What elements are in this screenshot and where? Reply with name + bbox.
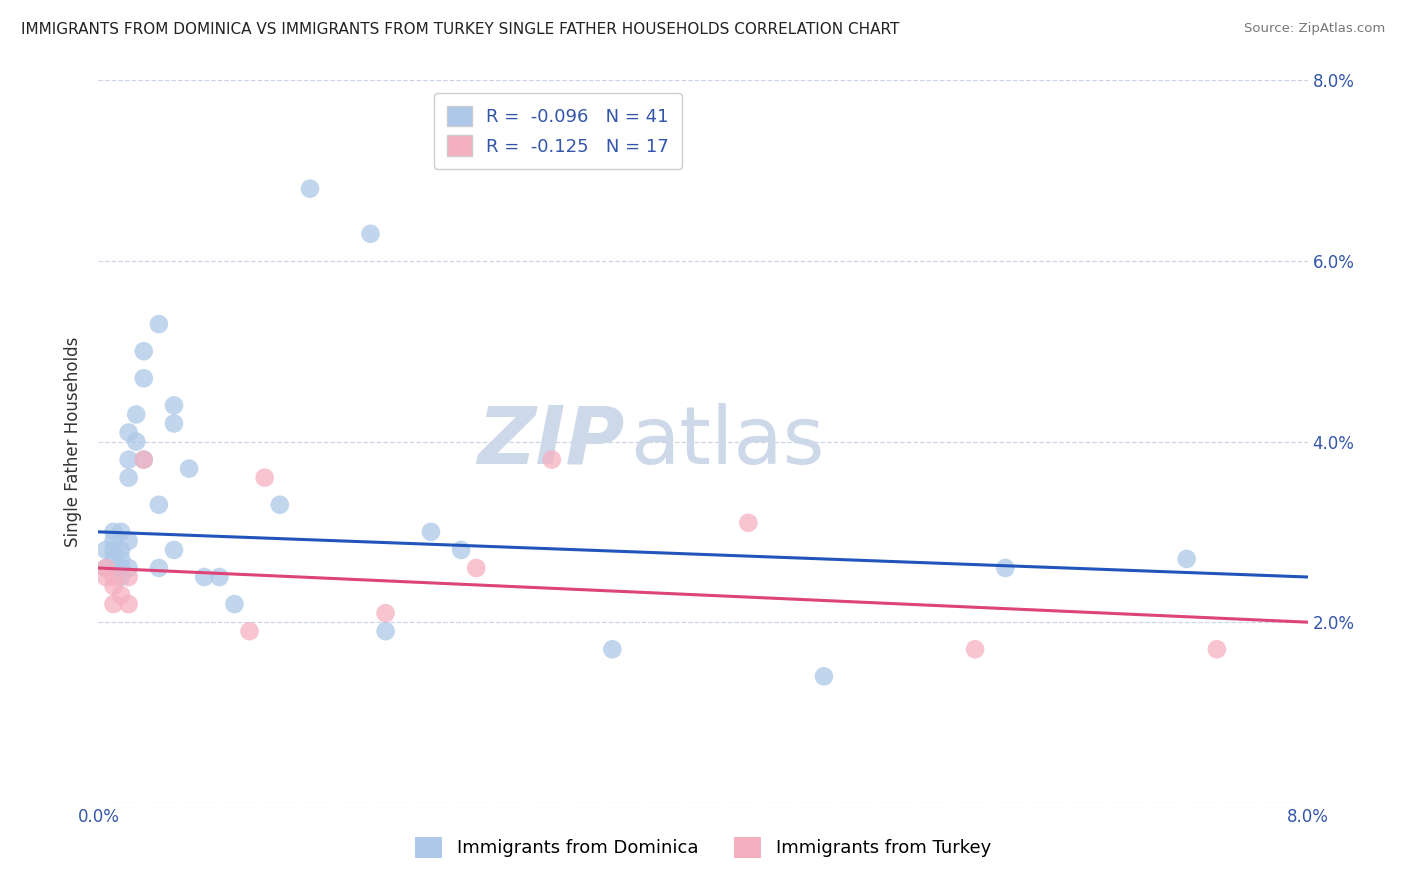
Point xyxy=(103,524,125,539)
Point xyxy=(360,227,382,241)
Legend: Immigrants from Dominica, Immigrants from Turkey: Immigrants from Dominica, Immigrants fro… xyxy=(406,828,1000,867)
Point xyxy=(179,461,201,475)
Point xyxy=(269,498,291,512)
Point xyxy=(103,570,125,584)
Point xyxy=(1175,552,1198,566)
Point xyxy=(103,533,125,548)
Point xyxy=(110,588,132,602)
Point xyxy=(239,624,262,639)
Point xyxy=(94,561,117,575)
Point xyxy=(125,434,148,449)
Point xyxy=(118,570,141,584)
Y-axis label: Single Father Households: Single Father Households xyxy=(65,336,83,547)
Point xyxy=(118,425,141,440)
Point xyxy=(118,452,141,467)
Point xyxy=(208,570,231,584)
Point xyxy=(450,542,472,557)
Point xyxy=(132,344,155,359)
Point xyxy=(94,542,117,557)
Point xyxy=(132,371,155,385)
Point xyxy=(103,579,125,593)
Point xyxy=(103,542,125,557)
Point xyxy=(110,570,132,584)
Point xyxy=(118,597,141,611)
Point xyxy=(465,561,488,575)
Point xyxy=(94,570,117,584)
Point xyxy=(224,597,246,611)
Point xyxy=(299,181,322,195)
Point xyxy=(110,552,132,566)
Point xyxy=(163,542,186,557)
Text: atlas: atlas xyxy=(630,402,825,481)
Point xyxy=(253,471,276,485)
Point xyxy=(965,642,987,657)
Point xyxy=(374,624,396,639)
Point xyxy=(148,561,170,575)
Point xyxy=(374,606,396,620)
Point xyxy=(118,561,141,575)
Point xyxy=(118,533,141,548)
Point xyxy=(148,317,170,331)
Text: IMMIGRANTS FROM DOMINICA VS IMMIGRANTS FROM TURKEY SINGLE FATHER HOUSEHOLDS CORR: IMMIGRANTS FROM DOMINICA VS IMMIGRANTS F… xyxy=(21,22,900,37)
Point xyxy=(420,524,443,539)
Text: ZIP: ZIP xyxy=(477,402,624,481)
Point xyxy=(132,452,155,467)
Legend: R =  -0.096   N = 41, R =  -0.125   N = 17: R = -0.096 N = 41, R = -0.125 N = 17 xyxy=(434,93,682,169)
Point xyxy=(737,516,759,530)
Point xyxy=(110,524,132,539)
Point xyxy=(163,398,186,412)
Point xyxy=(94,561,117,575)
Point xyxy=(1206,642,1229,657)
Point xyxy=(540,452,562,467)
Point xyxy=(118,471,141,485)
Point xyxy=(125,408,148,422)
Text: Source: ZipAtlas.com: Source: ZipAtlas.com xyxy=(1244,22,1385,36)
Point xyxy=(163,417,186,431)
Point xyxy=(813,669,835,683)
Point xyxy=(994,561,1017,575)
Point xyxy=(110,542,132,557)
Point xyxy=(132,452,155,467)
Point xyxy=(103,552,125,566)
Point xyxy=(103,597,125,611)
Point xyxy=(148,498,170,512)
Point xyxy=(602,642,624,657)
Point xyxy=(110,561,132,575)
Point xyxy=(193,570,215,584)
